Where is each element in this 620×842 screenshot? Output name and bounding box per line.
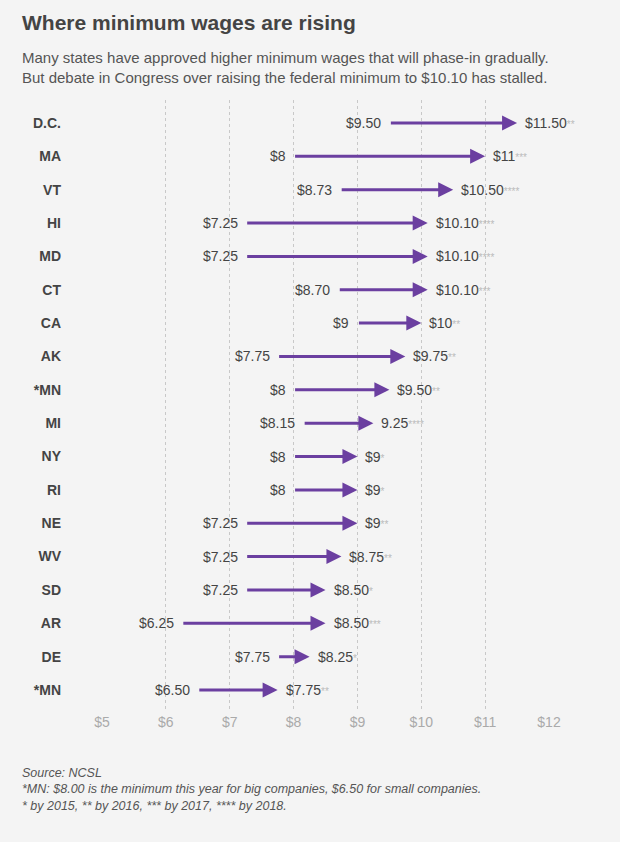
svg-text:AK: AK bbox=[41, 348, 61, 364]
svg-text:$8: $8 bbox=[270, 148, 286, 164]
svg-text:$10.10****: $10.10**** bbox=[436, 215, 495, 231]
svg-text:$9*: $9* bbox=[365, 482, 385, 498]
svg-text:$7.75: $7.75 bbox=[235, 649, 270, 665]
svg-text:CT: CT bbox=[42, 282, 61, 298]
svg-text:*MN: *MN bbox=[34, 382, 61, 398]
svg-text:$9: $9 bbox=[350, 714, 366, 730]
svg-text:Where minimum wages are rising: Where minimum wages are rising bbox=[22, 11, 356, 34]
svg-text:$11.50**: $11.50** bbox=[525, 115, 575, 131]
svg-text:$7.25: $7.25 bbox=[203, 248, 238, 264]
svg-text:VT: VT bbox=[43, 182, 61, 198]
svg-text:$9.75**: $9.75** bbox=[413, 348, 456, 364]
svg-text:$11: $11 bbox=[474, 714, 497, 730]
svg-text:$7.75: $7.75 bbox=[235, 348, 270, 364]
svg-text:$10**: $10** bbox=[429, 315, 460, 331]
svg-text:$9.50: $9.50 bbox=[346, 115, 381, 131]
svg-text:$8: $8 bbox=[270, 482, 286, 498]
svg-text:$8: $8 bbox=[270, 449, 286, 465]
svg-text:Many states have approved high: Many states have approved higher minimum… bbox=[22, 49, 549, 86]
svg-text:$6: $6 bbox=[158, 714, 174, 730]
svg-text:$8.73: $8.73 bbox=[297, 182, 332, 198]
svg-text:MD: MD bbox=[39, 248, 61, 264]
svg-text:$5: $5 bbox=[94, 714, 110, 730]
svg-text:$8.25*: $8.25* bbox=[318, 649, 357, 665]
svg-text:$10.10****: $10.10**** bbox=[436, 248, 495, 264]
svg-text:D.C.: D.C. bbox=[33, 115, 61, 131]
svg-text:$10: $10 bbox=[410, 714, 434, 730]
svg-text:$7.25: $7.25 bbox=[203, 582, 238, 598]
svg-text:Source: NCSL*MN: $8.00 is the: Source: NCSL*MN: $8.00 is the minimum th… bbox=[22, 766, 481, 813]
svg-text:$11***: $11*** bbox=[493, 148, 527, 164]
svg-text:$8.50*: $8.50* bbox=[334, 582, 373, 598]
svg-text:$10.10***: $10.10*** bbox=[436, 282, 491, 298]
svg-text:$6.50: $6.50 bbox=[155, 682, 190, 698]
svg-text:$8: $8 bbox=[270, 382, 286, 398]
svg-text:$7.25: $7.25 bbox=[203, 215, 238, 231]
svg-text:MA: MA bbox=[39, 148, 61, 164]
svg-text:WV: WV bbox=[38, 548, 61, 564]
svg-text:$7: $7 bbox=[222, 714, 238, 730]
svg-text:$8.50***: $8.50*** bbox=[334, 615, 381, 631]
svg-text:$9.50**: $9.50** bbox=[397, 382, 440, 398]
svg-text:NE: NE bbox=[42, 515, 61, 531]
svg-text:$10.50****: $10.50**** bbox=[461, 182, 520, 198]
svg-text:*MN: *MN bbox=[34, 682, 61, 698]
svg-text:9.25****: 9.25**** bbox=[381, 415, 424, 431]
svg-text:$8.15: $8.15 bbox=[260, 415, 295, 431]
svg-text:RI: RI bbox=[47, 482, 61, 498]
svg-text:SD: SD bbox=[42, 582, 61, 598]
svg-text:$9**: $9** bbox=[365, 515, 388, 531]
svg-text:AR: AR bbox=[41, 615, 61, 631]
svg-text:HI: HI bbox=[47, 215, 61, 231]
svg-text:$8.70: $8.70 bbox=[295, 282, 330, 298]
svg-text:$9: $9 bbox=[333, 315, 349, 331]
svg-text:$9*: $9* bbox=[365, 449, 385, 465]
svg-text:NY: NY bbox=[42, 448, 62, 464]
svg-text:$7.75**: $7.75** bbox=[286, 682, 329, 698]
svg-text:MI: MI bbox=[45, 415, 61, 431]
svg-text:DE: DE bbox=[42, 649, 61, 665]
svg-text:$8.75**: $8.75** bbox=[349, 549, 392, 565]
svg-text:CA: CA bbox=[41, 315, 61, 331]
svg-text:$6.25: $6.25 bbox=[139, 615, 174, 631]
svg-text:$7.25: $7.25 bbox=[203, 549, 238, 565]
svg-text:$12: $12 bbox=[537, 714, 561, 730]
svg-text:$7.25: $7.25 bbox=[203, 515, 238, 531]
svg-text:$8: $8 bbox=[286, 714, 302, 730]
